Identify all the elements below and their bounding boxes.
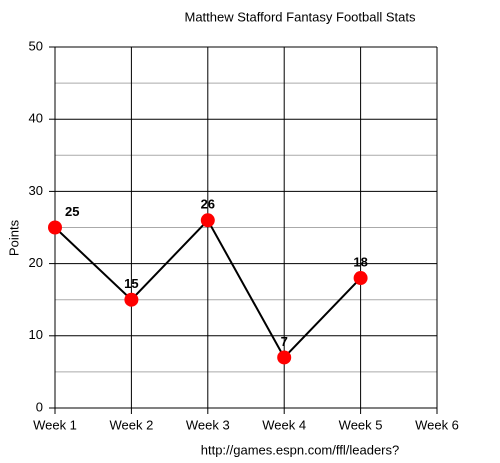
- data-label: 25: [65, 204, 79, 219]
- y-tick-label: 30: [29, 183, 43, 198]
- x-tick-label: Week 4: [262, 417, 306, 432]
- chart-title: Matthew Stafford Fantasy Football Stats: [185, 9, 416, 24]
- y-tick-label: 20: [29, 255, 43, 270]
- data-label: 7: [281, 334, 288, 349]
- x-tick-label: Week 3: [186, 417, 230, 432]
- x-tick-label: Week 2: [109, 417, 153, 432]
- x-tick-label: Week 1: [33, 417, 77, 432]
- data-point: [200, 213, 215, 228]
- y-axis-label: Points: [6, 219, 21, 256]
- y-tick-label: 0: [36, 399, 43, 414]
- data-label: 15: [124, 276, 138, 291]
- y-tick-label: 40: [29, 111, 43, 126]
- x-tick-label: Week 5: [339, 417, 383, 432]
- y-tick-label: 50: [29, 38, 43, 53]
- x-tick-label: Week 6: [415, 417, 459, 432]
- y-tick-label: 10: [29, 327, 43, 342]
- data-label: 26: [201, 197, 215, 212]
- source-note: http://games.espn.com/ffl/leaders?: [201, 442, 399, 457]
- data-point: [124, 292, 139, 307]
- data-label: 18: [353, 254, 367, 269]
- data-point: [48, 220, 62, 235]
- data-point: [277, 350, 292, 365]
- data-point: [353, 271, 368, 286]
